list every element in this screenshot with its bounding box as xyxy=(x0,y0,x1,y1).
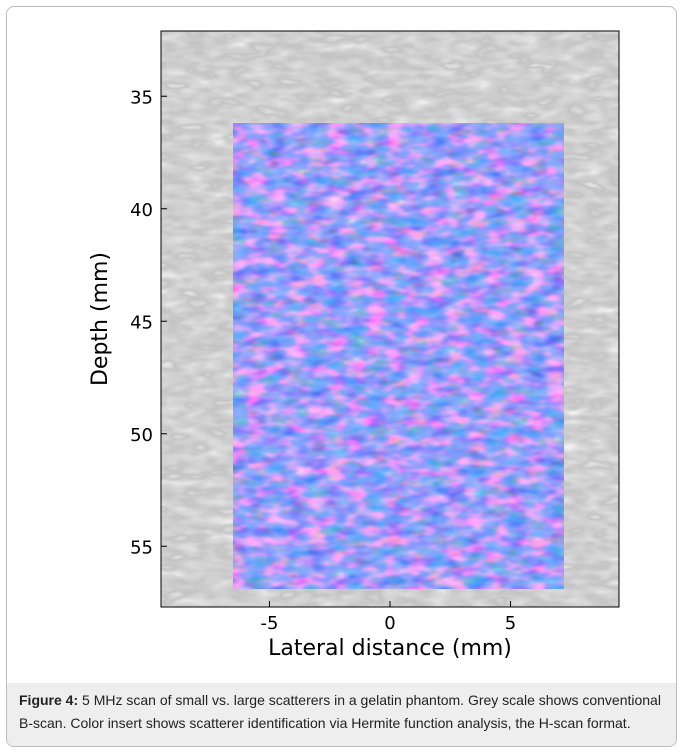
y-tick-label: 40 xyxy=(130,200,153,221)
figure: Lateral distance (mm) Depth (mm) -5 0 5 35 4… xyxy=(6,6,677,747)
x-tick-label: 0 xyxy=(384,613,395,634)
y-tick-label: 45 xyxy=(130,312,153,333)
caption-label: Figure 4: xyxy=(19,692,79,708)
y-tick-label: 35 xyxy=(130,87,153,108)
x-tick-label: -5 xyxy=(260,613,278,634)
caption: Figure 4: 5 MHz scan of small vs. large … xyxy=(7,683,676,746)
chart: Lateral distance (mm) Depth (mm) -5 0 5 35 4… xyxy=(88,30,620,661)
y-axis-label: Depth (mm) xyxy=(88,252,113,386)
y-tick-label: 55 xyxy=(130,537,153,558)
y-tick-label: 50 xyxy=(130,425,153,446)
x-tick-label: 5 xyxy=(505,613,516,634)
h-scan-insert xyxy=(233,123,564,589)
x-axis-label: Lateral distance (mm) xyxy=(268,636,512,661)
caption-text: 5 MHz scan of small vs. large scatterers… xyxy=(19,692,661,731)
